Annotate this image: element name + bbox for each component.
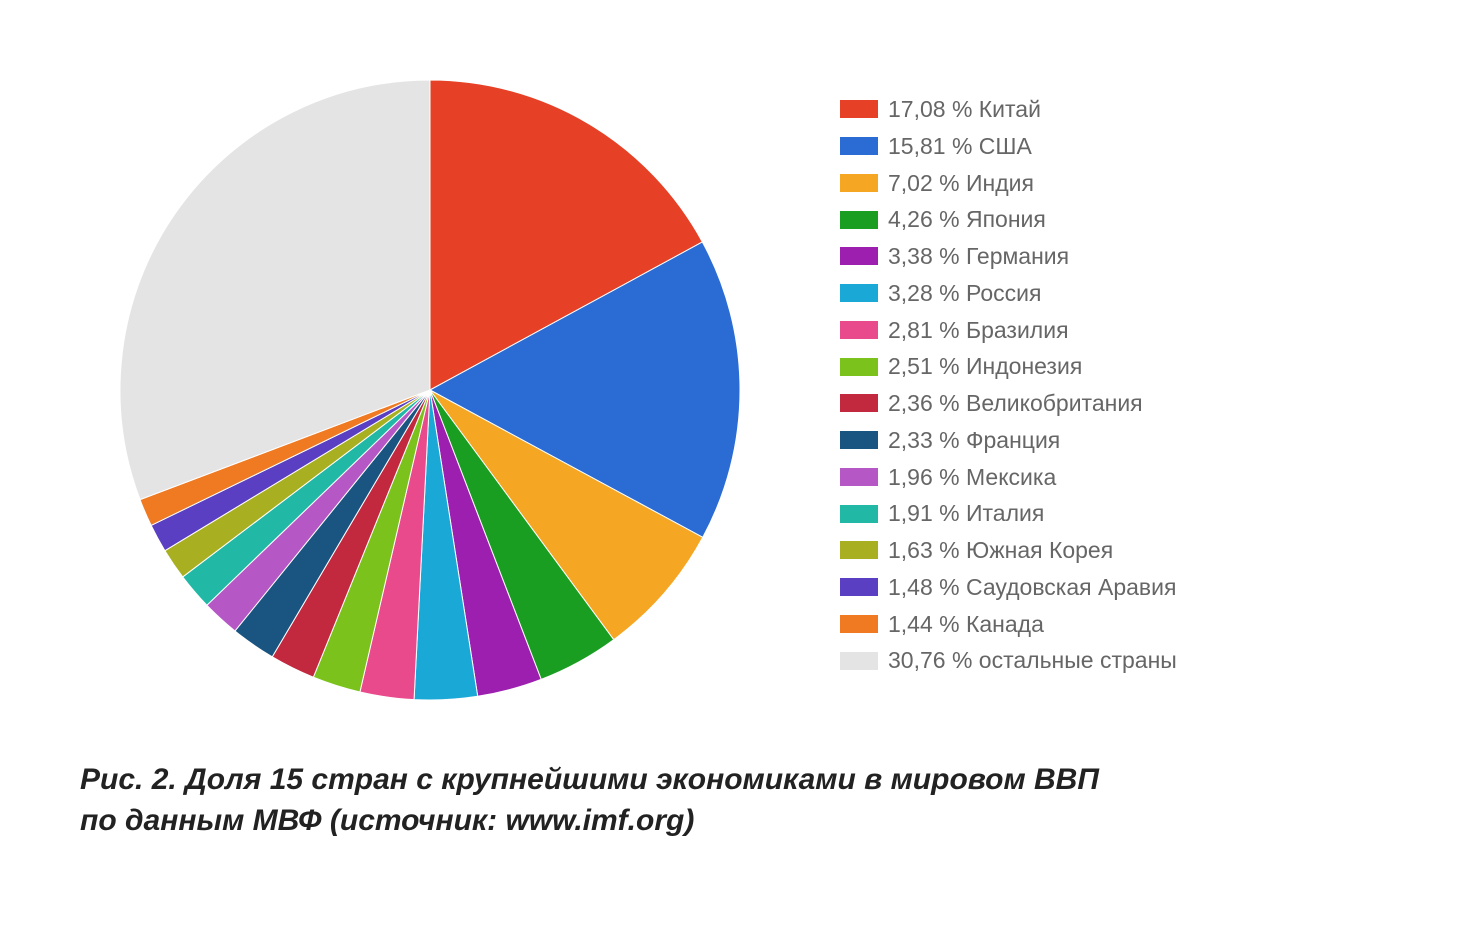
pie-svg <box>110 70 750 710</box>
legend-label: 1,91 % Италия <box>888 499 1044 528</box>
legend-swatch <box>840 358 878 376</box>
legend-swatch <box>840 321 878 339</box>
legend-label: 2,81 % Бразилия <box>888 316 1069 345</box>
legend-item: 7,02 % Индия <box>840 169 1177 198</box>
legend-swatch <box>840 578 878 596</box>
legend-item: 3,38 % Германия <box>840 242 1177 271</box>
legend-item: 1,44 % Канада <box>840 610 1177 639</box>
caption-line-1: Рис. 2. Доля 15 стран с крупнейшими экон… <box>80 760 1421 801</box>
legend-item: 30,76 % остальные страны <box>840 646 1177 675</box>
legend-item: 4,26 % Япония <box>840 205 1177 234</box>
legend-label: 1,48 % Саудовская Аравия <box>888 573 1176 602</box>
legend-swatch <box>840 394 878 412</box>
legend-item: 2,51 % Индонезия <box>840 352 1177 381</box>
legend-swatch <box>840 247 878 265</box>
legend-item: 1,91 % Италия <box>840 499 1177 528</box>
legend-label: 1,63 % Южная Корея <box>888 536 1113 565</box>
legend-swatch <box>840 100 878 118</box>
legend-label: 30,76 % остальные страны <box>888 646 1177 675</box>
legend-swatch <box>840 468 878 486</box>
chart-row: 17,08 % Китай 15,81 % США 7,02 % Индия 4,26… <box>80 40 1421 740</box>
legend-label: 1,96 % Мексика <box>888 463 1056 492</box>
legend-label: 7,02 % Индия <box>888 169 1034 198</box>
legend-swatch <box>840 431 878 449</box>
caption-line-2: по данным МВФ (источник: www.imf.org) <box>80 801 1421 842</box>
legend-label: 3,38 % Германия <box>888 242 1069 271</box>
legend-item: 2,33 % Франция <box>840 426 1177 455</box>
legend-label: 2,36 % Великобритания <box>888 389 1143 418</box>
legend-label: 17,08 % Китай <box>888 95 1041 124</box>
figure-caption: Рис. 2. Доля 15 стран с крупнейшими экон… <box>80 760 1421 841</box>
pie-chart <box>80 40 780 740</box>
legend-swatch <box>840 505 878 523</box>
legend-label: 2,33 % Франция <box>888 426 1060 455</box>
legend-swatch <box>840 137 878 155</box>
legend-item: 1,63 % Южная Корея <box>840 536 1177 565</box>
legend-item: 1,48 % Саудовская Аравия <box>840 573 1177 602</box>
legend-item: 2,36 % Великобритания <box>840 389 1177 418</box>
legend-label: 1,44 % Канада <box>888 610 1044 639</box>
legend-label: 2,51 % Индонезия <box>888 352 1082 381</box>
legend-item: 15,81 % США <box>840 132 1177 161</box>
legend-swatch <box>840 541 878 559</box>
legend-swatch <box>840 284 878 302</box>
legend-item: 3,28 % Россия <box>840 279 1177 308</box>
legend-item: 2,81 % Бразилия <box>840 316 1177 345</box>
legend-swatch <box>840 174 878 192</box>
chart-container: 17,08 % Китай 15,81 % США 7,02 % Индия 4,26… <box>0 0 1481 950</box>
legend-label: 3,28 % Россия <box>888 279 1041 308</box>
legend-swatch <box>840 652 878 670</box>
legend-item: 17,08 % Китай <box>840 95 1177 124</box>
legend: 17,08 % Китай 15,81 % США 7,02 % Индия 4,26… <box>840 95 1177 675</box>
legend-swatch <box>840 211 878 229</box>
legend-label: 15,81 % США <box>888 132 1032 161</box>
legend-label: 4,26 % Япония <box>888 205 1046 234</box>
legend-item: 1,96 % Мексика <box>840 463 1177 492</box>
legend-swatch <box>840 615 878 633</box>
